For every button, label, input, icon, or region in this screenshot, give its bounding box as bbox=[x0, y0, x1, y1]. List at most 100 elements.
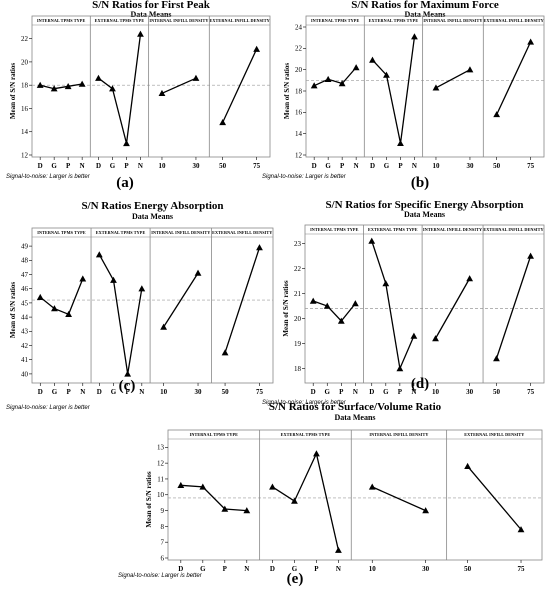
series-line bbox=[98, 254, 143, 375]
panel-header: INTERNAL TPMS TYPE bbox=[37, 230, 86, 235]
data-point bbox=[78, 80, 86, 87]
data-point bbox=[137, 30, 144, 37]
panel-header: INTERNAL TPMS TYPE bbox=[190, 432, 239, 437]
y-tick-label: 13 bbox=[157, 444, 165, 452]
y-tick-label: 14 bbox=[295, 130, 303, 138]
x-category-label: D bbox=[38, 388, 43, 396]
data-point bbox=[79, 275, 87, 282]
y-tick-label: 43 bbox=[21, 328, 29, 336]
panel-3: EXTERNAL INFILL DENSITY 50 75 bbox=[446, 430, 542, 573]
chart-title: S/N Ratios for Surface/Volume Ratio bbox=[269, 401, 442, 413]
chart-subtitle: Data Means bbox=[404, 210, 445, 219]
x-category-label: D bbox=[312, 162, 317, 170]
x-category-label: G bbox=[325, 388, 331, 396]
data-point bbox=[177, 481, 185, 488]
x-category-label: D bbox=[97, 388, 102, 396]
x-category-label: D bbox=[369, 388, 374, 396]
panel-3: EXTERNAL INFILL DENSITY 50 75 bbox=[482, 16, 544, 170]
y-axis-label: Mean of S/N ratios bbox=[282, 280, 290, 336]
panel-2: INTERNAL INFILL DENSITY 10 30 bbox=[422, 16, 484, 170]
x-category-label: D bbox=[96, 162, 101, 170]
x-category-label: 10 bbox=[432, 162, 440, 170]
panel-header: EXTERNAL INFILL DENSITY bbox=[464, 432, 524, 437]
x-category-label: N bbox=[411, 388, 416, 396]
data-point bbox=[351, 300, 359, 307]
panel-header: EXTERNAL INFILL DENSITY bbox=[210, 18, 270, 23]
data-point bbox=[432, 335, 439, 342]
panel-header: EXTERNAL INFILL DENSITY bbox=[212, 230, 272, 235]
data-point bbox=[335, 546, 342, 553]
data-point bbox=[527, 252, 534, 259]
data-point bbox=[411, 33, 418, 40]
x-category-label: D bbox=[270, 565, 275, 573]
x-category-label: 50 bbox=[493, 388, 501, 396]
x-category-label: 30 bbox=[192, 162, 200, 170]
x-category-label: 50 bbox=[222, 388, 230, 396]
data-point bbox=[138, 285, 146, 292]
y-tick-label: 16 bbox=[21, 105, 29, 113]
x-category-label: P bbox=[314, 565, 319, 573]
series-line bbox=[98, 33, 142, 144]
data-point bbox=[221, 505, 229, 512]
footnote: Signal-to-noise: Larger is better bbox=[6, 174, 91, 180]
x-category-label: G bbox=[292, 565, 298, 573]
plot-frame bbox=[167, 429, 543, 561]
x-category-label: N bbox=[139, 388, 144, 396]
x-category-label: 75 bbox=[256, 388, 264, 396]
series-line bbox=[371, 486, 426, 512]
data-point bbox=[310, 82, 318, 89]
data-point bbox=[256, 244, 263, 251]
y-tick-label: 7 bbox=[161, 539, 165, 547]
y-tick-label: 14 bbox=[21, 128, 29, 136]
panel-header: EXTERNAL INFILL DENSITY bbox=[483, 227, 543, 232]
y-tick-label: 23 bbox=[294, 240, 302, 248]
panel-header: EXTERNAL TPMS TYPE bbox=[281, 432, 331, 437]
data-point bbox=[432, 84, 440, 91]
y-axis-label: Mean of S/N ratios bbox=[9, 63, 17, 119]
panel-header: EXTERNAL INFILL DENSITY bbox=[484, 18, 544, 23]
panel-3: EXTERNAL INFILL DENSITY 50 75 bbox=[482, 225, 544, 396]
x-category-label: P bbox=[339, 388, 344, 396]
series-line bbox=[495, 255, 532, 359]
y-axis-label: Mean of S/N ratios bbox=[283, 63, 291, 119]
x-category-label: G bbox=[325, 162, 331, 170]
plot-frame bbox=[31, 227, 274, 384]
data-point bbox=[368, 483, 376, 490]
data-point bbox=[517, 526, 525, 533]
y-tick-label: 12 bbox=[21, 151, 29, 159]
data-point bbox=[291, 497, 298, 504]
data-point bbox=[95, 251, 103, 258]
chart-title: S/N Ratios for Maximum Force bbox=[351, 0, 499, 11]
x-category-label: 50 bbox=[493, 162, 501, 170]
panel-header: INTERNAL TPMS TYPE bbox=[311, 18, 360, 23]
panel-3: EXTERNAL INFILL DENSITY 50 75 bbox=[208, 16, 270, 170]
y-tick-label: 12 bbox=[295, 151, 303, 159]
x-category-label: 10 bbox=[369, 565, 377, 573]
panel-header: EXTERNAL TPMS TYPE bbox=[369, 18, 419, 23]
x-category-label: N bbox=[412, 162, 417, 170]
series-line bbox=[163, 272, 199, 328]
panel-header: INTERNAL INFILL DENSITY bbox=[151, 230, 210, 235]
data-point bbox=[313, 450, 320, 457]
x-category-label: P bbox=[340, 162, 345, 170]
data-point bbox=[368, 237, 376, 244]
data-point bbox=[352, 64, 360, 71]
data-point bbox=[243, 507, 251, 514]
data-point bbox=[324, 75, 332, 82]
data-point bbox=[123, 139, 130, 147]
x-category-label: G bbox=[200, 565, 206, 573]
y-tick-label: 9 bbox=[161, 507, 165, 515]
figure-caption: (c) bbox=[119, 378, 136, 394]
series-line bbox=[39, 278, 84, 316]
footnote: Signal-to-noise: Larger is better bbox=[118, 573, 203, 579]
data-point bbox=[192, 74, 200, 81]
plot-frame bbox=[304, 224, 545, 384]
y-tick-label: 20 bbox=[21, 58, 29, 66]
